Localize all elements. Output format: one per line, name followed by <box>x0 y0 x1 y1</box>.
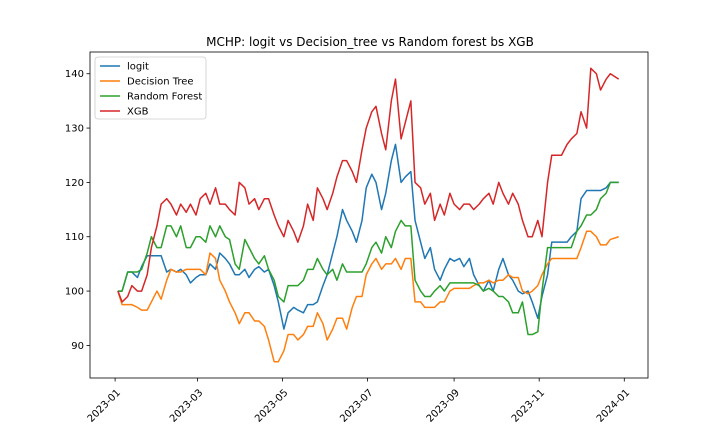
x-tick-label: 2023-09 <box>425 387 462 424</box>
legend-label-xgb: XGB <box>127 107 149 118</box>
x-tick-label: 2023-03 <box>168 387 205 424</box>
y-tick-label: 110 <box>65 232 84 243</box>
chart-title: MCHP: logit vs Decision_tree vs Random f… <box>206 35 534 49</box>
y-axis: 90 100 110 120 130 140 <box>65 69 90 352</box>
series-line-decision-tree <box>117 230 619 363</box>
y-tick-label: 140 <box>65 69 84 80</box>
y-tick-label: 90 <box>71 341 84 352</box>
legend-box <box>94 56 207 120</box>
y-tick-label: 130 <box>65 124 84 135</box>
series-line-xgb <box>117 67 620 303</box>
plot-area <box>117 67 620 363</box>
y-tick-label: 120 <box>65 178 84 189</box>
x-tick-label: 2024-01 <box>595 387 632 424</box>
x-tick-label: 2023-11 <box>510 387 547 424</box>
legend: logit Decision Tree Random Forest XGB <box>94 56 207 120</box>
x-tick-label: 2023-01 <box>86 387 123 424</box>
series-line-logit <box>117 143 619 330</box>
plot-frame <box>89 51 649 379</box>
legend-label-decision-tree: Decision Tree <box>127 77 194 88</box>
x-tick-label: 2023-05 <box>253 387 290 424</box>
legend-label-logit: logit <box>127 62 149 73</box>
y-tick-label: 100 <box>65 287 84 298</box>
series-line-random-forest <box>117 181 619 336</box>
legend-label-random-forest: Random Forest <box>127 92 202 103</box>
x-axis: 2023-01 2023-03 2023-05 2023-07 2023-09 2023-… <box>86 378 632 425</box>
x-tick-label: 2023-07 <box>338 387 375 424</box>
